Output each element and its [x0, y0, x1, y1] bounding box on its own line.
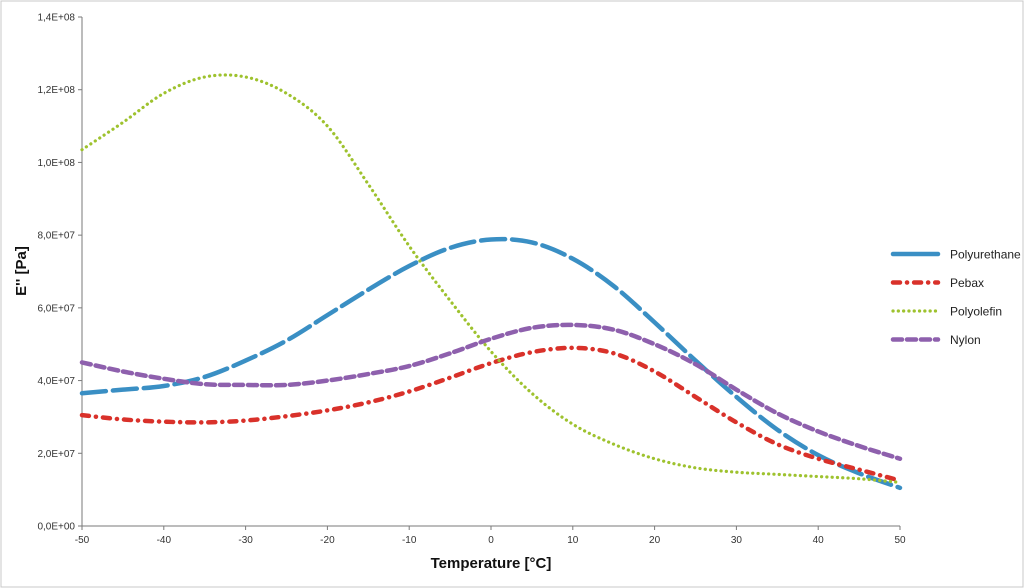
x-tick-label: 10 — [567, 535, 579, 546]
series-line-pebax — [79, 345, 903, 483]
y-tick-label: 1,4E+08 — [37, 13, 75, 24]
x-tick-label: -10 — [402, 535, 417, 546]
x-tick-label: 30 — [731, 535, 743, 546]
y-tick-label: 1,2E+08 — [37, 85, 75, 96]
legend: Polyurethane Pebax Polyolefin Nylon — [890, 248, 1021, 347]
series-lines — [79, 73, 903, 491]
series-line-polyurethane — [79, 236, 903, 491]
x-tick-label: 20 — [649, 535, 661, 546]
axes: 0,0E+00 2,0E+07 4,0E+07 6,0E+07 8,0E+07 1,0E+… — [37, 13, 906, 547]
x-tick-label: -20 — [320, 535, 335, 546]
x-tick-label: -40 — [157, 535, 172, 546]
x-tick-label: 40 — [813, 535, 825, 546]
legend-label-polyurethane: Polyurethane — [950, 248, 1021, 262]
y-tick-label: 8,0E+07 — [37, 231, 75, 242]
x-tick-label: 50 — [894, 535, 906, 546]
y-tick-label: 4,0E+07 — [37, 376, 75, 387]
series-line-nylon — [79, 322, 903, 461]
legend-label-nylon: Nylon — [950, 333, 981, 347]
x-tick-label: -50 — [75, 535, 90, 546]
legend-label-polyolefin: Polyolefin — [950, 305, 1002, 319]
y-tick-label: 6,0E+07 — [37, 303, 75, 314]
x-tick-label: 0 — [488, 535, 494, 546]
x-tick-label: -30 — [238, 535, 253, 546]
legend-label-pebax: Pebax — [950, 276, 984, 290]
y-axis-title: E'' [Pa] — [13, 246, 30, 296]
y-tick-label: 0,0E+00 — [37, 522, 75, 533]
series-line-polyolefin — [80, 73, 902, 484]
y-tick-label: 2,0E+07 — [37, 449, 75, 460]
x-axis-title: Temperature [°C] — [431, 555, 552, 572]
y-tick-label: 1,0E+08 — [37, 158, 75, 169]
